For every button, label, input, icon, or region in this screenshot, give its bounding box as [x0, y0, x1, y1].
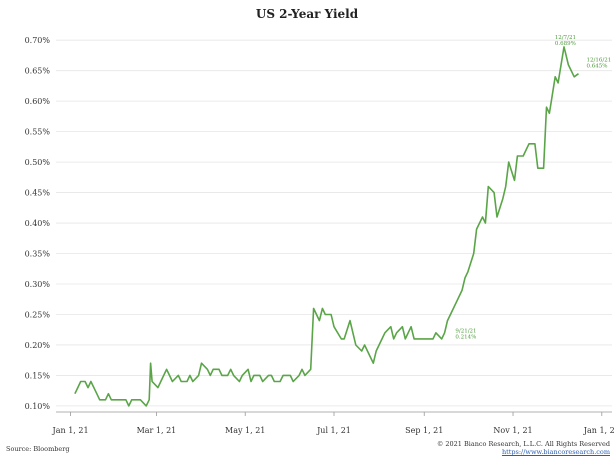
y-tick-label: 0.20% [25, 341, 51, 350]
source-note: Source: Bloomberg [6, 445, 70, 453]
y-tick-label: 0.40% [25, 219, 51, 228]
data-annotation: 0.689% [555, 41, 576, 47]
y-tick-label: 0.60% [25, 97, 51, 106]
data-annotation: 12/7/21 [555, 35, 576, 41]
x-tick-label: Jan 1, 21 [52, 426, 89, 435]
website-link[interactable]: https://www.biancoresearch.com [501, 448, 610, 456]
y-tick-label: 0.65% [25, 67, 51, 76]
y-tick-label: 0.50% [25, 158, 51, 167]
yield-line [74, 46, 579, 407]
y-tick-label: 0.30% [25, 280, 51, 289]
x-tick-label: Jan 1, 22 [583, 426, 614, 435]
y-tick-label: 0.15% [25, 371, 51, 380]
copyright-text: © 2021 Bianco Research, L.L.C. All Right… [436, 440, 610, 448]
data-annotation: 9/21/21 [455, 328, 476, 334]
x-tick-label: Jul 1, 21 [316, 426, 351, 435]
y-tick-label: 0.25% [25, 310, 51, 319]
x-tick-label: Nov 1, 21 [493, 426, 532, 435]
y-tick-label: 0.35% [25, 250, 51, 259]
x-tick-label: Mar 1, 21 [137, 426, 177, 435]
data-annotation: 12/16/21 [587, 58, 612, 64]
y-tick-label: 0.45% [25, 189, 51, 198]
data-annotation: 0.214% [455, 334, 476, 340]
y-tick-label: 0.70% [25, 36, 51, 45]
x-tick-label: Sep 1, 21 [405, 426, 443, 435]
y-tick-label: 0.10% [25, 402, 51, 411]
chart-title: US 2-Year Yield [256, 7, 359, 21]
data-annotation: 0.645% [587, 64, 608, 70]
x-tick-label: May 1, 21 [225, 426, 265, 435]
copyright-block: © 2021 Bianco Research, L.L.C. All Right… [437, 440, 610, 456]
y-tick-label: 0.55% [25, 128, 51, 137]
